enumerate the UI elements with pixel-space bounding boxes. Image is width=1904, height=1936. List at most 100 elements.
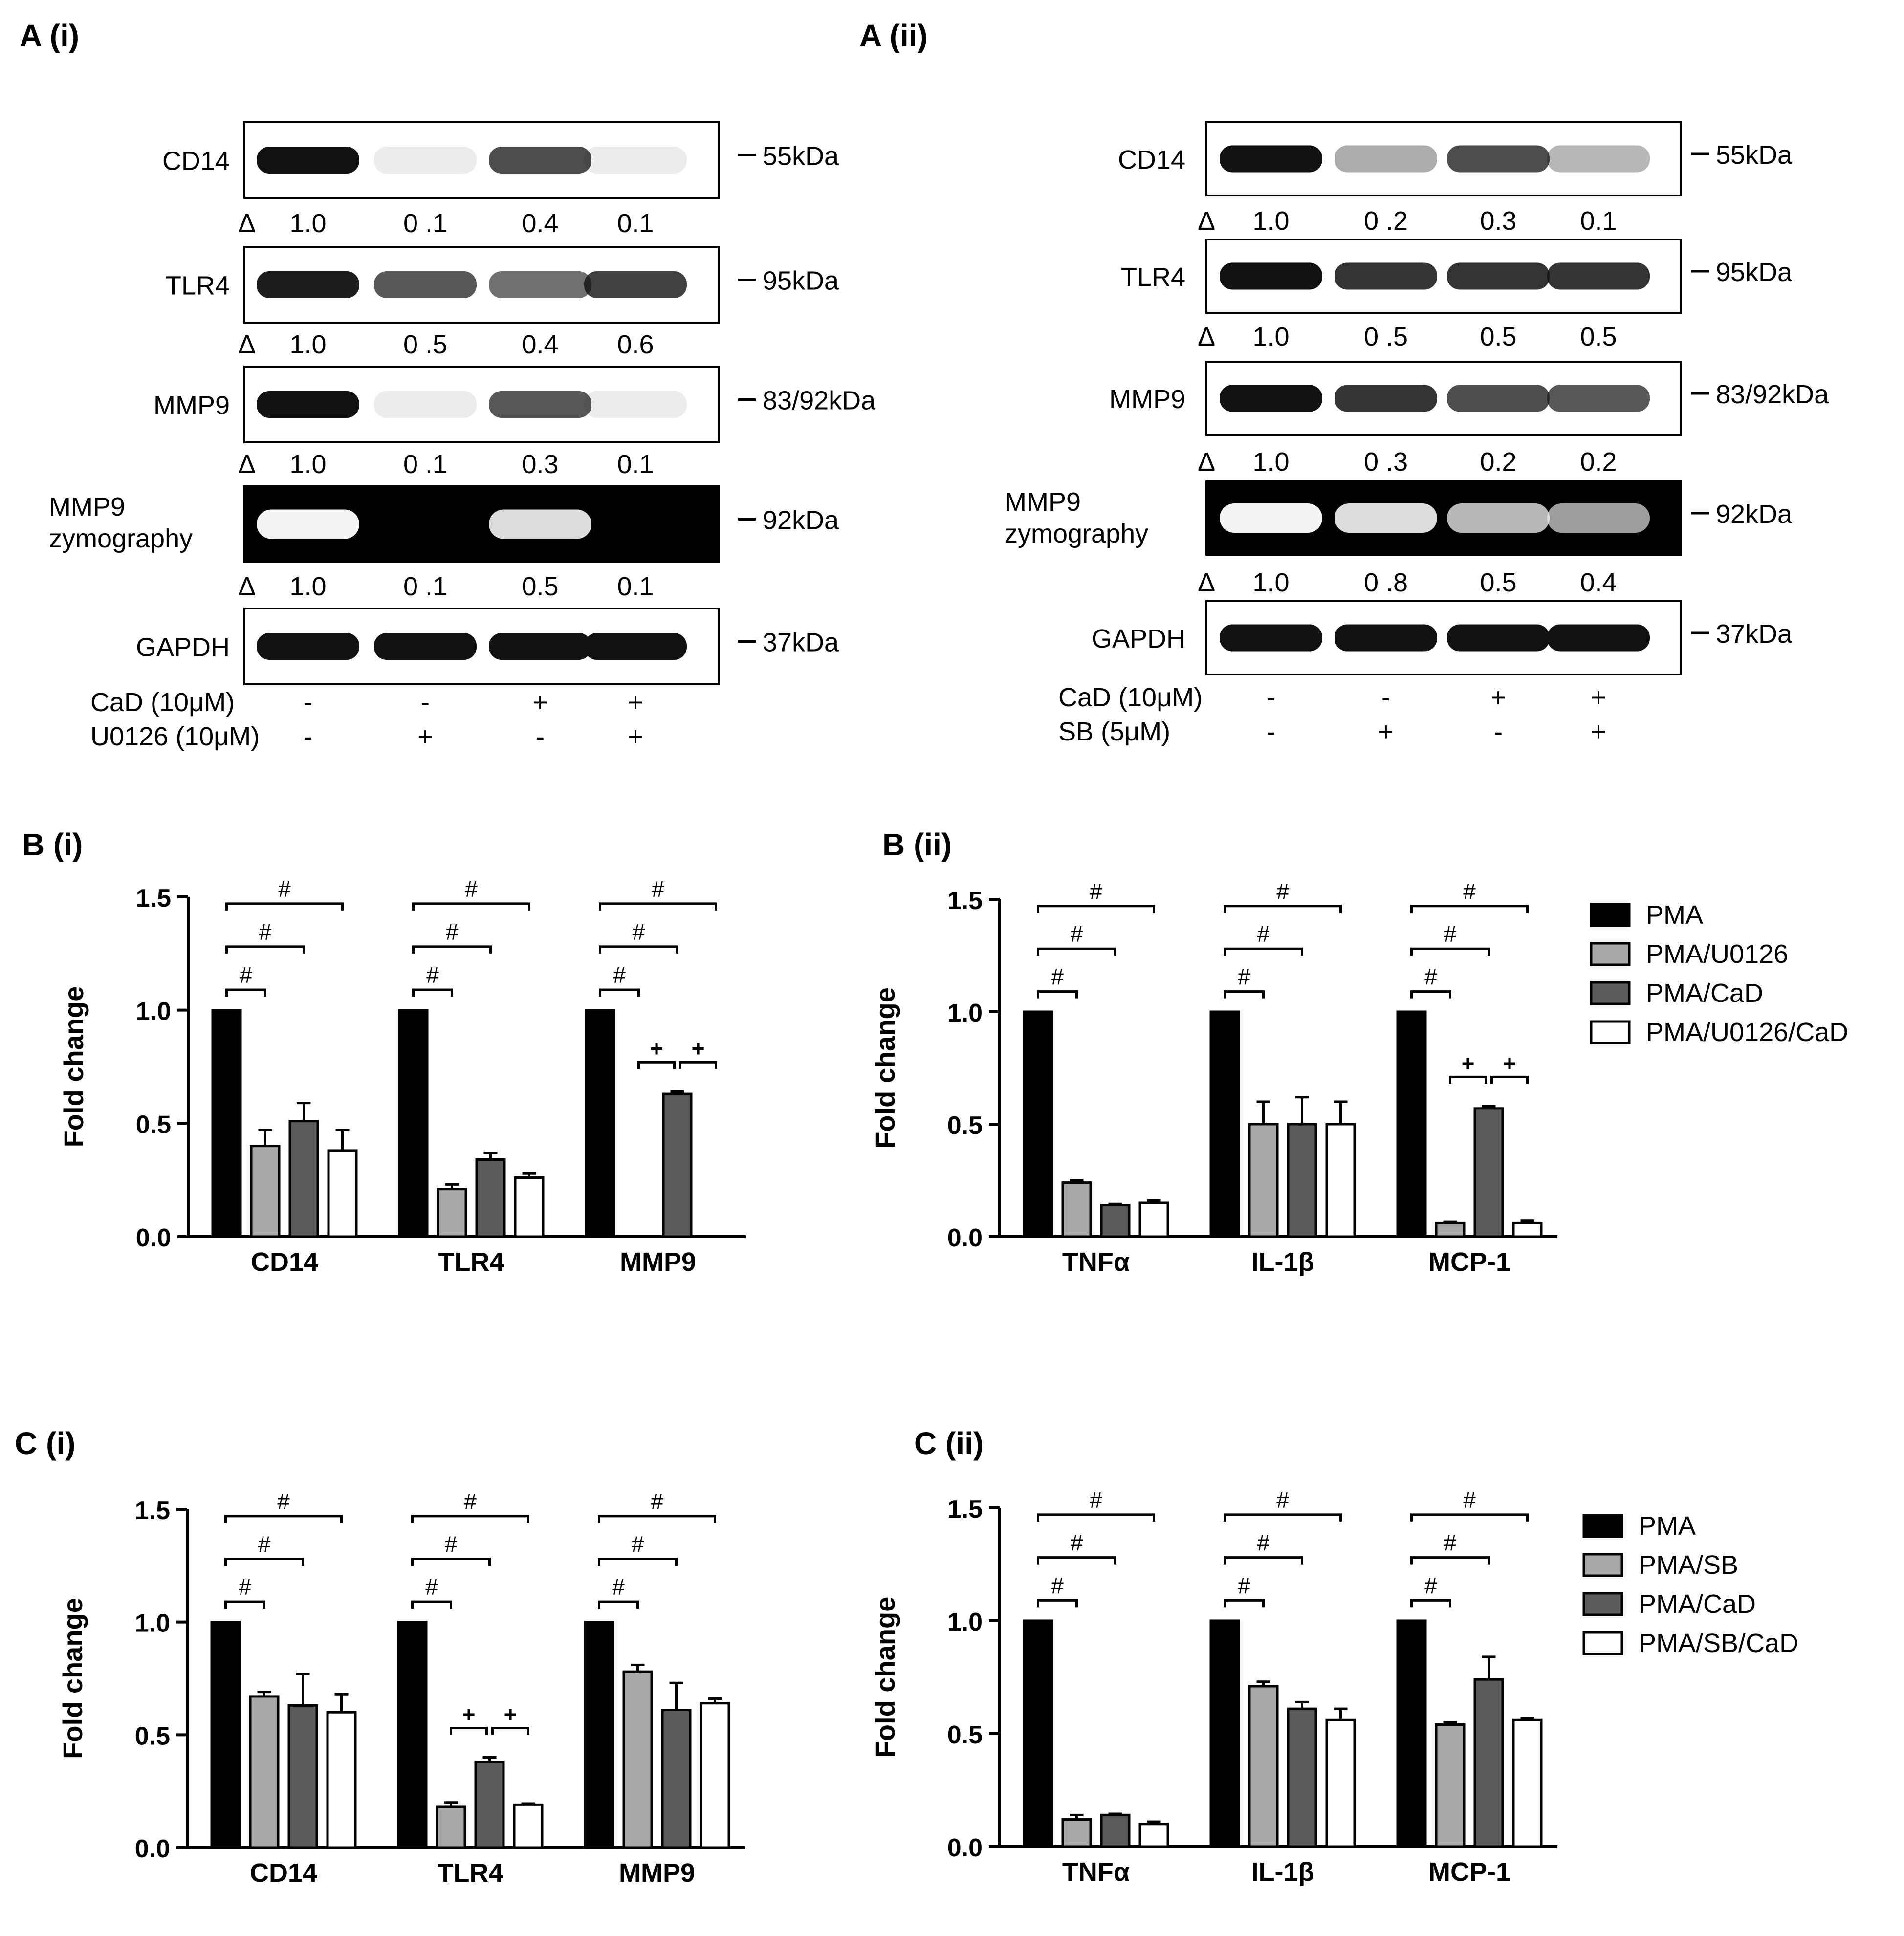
blot-band <box>257 271 359 298</box>
blot-band <box>1547 385 1650 412</box>
bar <box>1473 1107 1504 1238</box>
significance-bracket <box>412 988 453 997</box>
y-tick-label: 1.0 <box>136 998 171 1026</box>
bar <box>1512 1718 1543 1848</box>
significance-bracket <box>491 1726 529 1735</box>
significance-bracket <box>1410 947 1490 956</box>
blot-row-label: GAPDH <box>1092 624 1185 653</box>
significance-hash: # <box>1238 1573 1250 1598</box>
quant-value: 0 .8 <box>1364 568 1408 597</box>
blot-row-label: MMP9 <box>1109 385 1185 414</box>
blot-row: CD14 55kDa Δ 1.0 0 .1 0.4 0.1 <box>162 121 839 238</box>
quant-value: 1.0 <box>289 450 326 479</box>
significance-hash: # <box>652 876 664 902</box>
significance-hash: # <box>259 919 272 945</box>
bar <box>662 1092 693 1238</box>
x-tick-label: MCP-1 <box>1428 1857 1510 1887</box>
quant-value: 0.2 <box>1480 447 1516 477</box>
y-tick-label: 0.0 <box>947 1834 983 1862</box>
significance-hash: # <box>1051 1573 1064 1598</box>
bar <box>661 1709 692 1849</box>
legend-label: PMA/U0126/CaD <box>1646 1018 1848 1047</box>
delta-symbol: Δ <box>238 450 256 479</box>
significance-bracket <box>450 1726 488 1735</box>
blot-row: MMP9 83/92kDa Δ 1.0 0 .1 0.3 0.1 <box>153 366 876 479</box>
y-tick-label: 1.5 <box>947 887 983 915</box>
significance-bracket <box>1410 905 1529 913</box>
significance-plus: + <box>1503 1050 1516 1076</box>
treatment-label: SB (5μM) <box>1058 717 1170 746</box>
blot-row-label: zymography <box>49 524 193 553</box>
quant-value: 0.5 <box>1580 322 1617 351</box>
bar <box>513 1803 544 1849</box>
delta-symbol: Δ <box>1198 322 1215 351</box>
significance-hash: # <box>1463 879 1476 904</box>
bar <box>288 1120 319 1238</box>
y-tick-label: 1.0 <box>947 1608 983 1636</box>
x-tick-label: TLR4 <box>438 1247 504 1277</box>
significance-hash: # <box>612 1574 625 1600</box>
significance-bracket <box>1037 905 1155 913</box>
delta-symbol: Δ <box>1198 568 1215 597</box>
blot-band <box>1335 624 1437 652</box>
y-tick-label: 0.5 <box>947 1721 983 1749</box>
significance-bracket <box>1037 990 1078 999</box>
blot-row: TLR4 95kDa Δ 1.0 0 .5 0.4 0.6 <box>165 246 839 359</box>
bar <box>700 1702 730 1849</box>
bar <box>1396 1619 1427 1848</box>
significance-hash: # <box>1090 879 1102 904</box>
significance-hash: # <box>1051 964 1064 990</box>
significance-hash: # <box>445 1531 458 1557</box>
treatment-sign: + <box>1490 683 1506 712</box>
marker-label: 95kDa <box>763 266 839 296</box>
y-tick-label: 1.5 <box>136 884 171 913</box>
blot-band <box>489 633 591 660</box>
bar <box>326 1711 357 1849</box>
blot-band <box>1547 503 1650 533</box>
quant-value: 1.0 <box>289 209 326 238</box>
significance-bracket <box>1037 1599 1078 1608</box>
significance-hash: # <box>426 962 439 988</box>
significance-hash: # <box>613 962 626 988</box>
legend-swatch <box>1582 1592 1623 1616</box>
blot-band <box>1220 262 1322 290</box>
significance-bracket <box>225 988 266 997</box>
significance-bracket <box>224 1515 343 1523</box>
significance-bracket <box>1037 947 1116 956</box>
blot-band <box>1335 503 1437 533</box>
blot-band <box>374 391 477 418</box>
bar <box>287 1704 318 1849</box>
significance-bracket <box>599 988 640 997</box>
blot-band <box>584 271 687 298</box>
bar <box>1138 1201 1169 1238</box>
significance-bracket <box>1224 947 1303 956</box>
significance-plus: + <box>692 1036 705 1061</box>
blot-band <box>374 633 477 660</box>
treatment-sign: - <box>1494 717 1503 746</box>
x-tick-label: TLR4 <box>438 1858 503 1888</box>
y-axis-label: Fold change <box>870 1597 900 1758</box>
legend-swatch <box>1582 1631 1623 1655</box>
blot-band <box>489 147 591 174</box>
blot-band <box>257 147 359 174</box>
treatment-sign: + <box>1378 717 1394 746</box>
treatment-sign: - <box>1267 717 1275 746</box>
significance-hash: # <box>1090 1487 1102 1513</box>
significance-bracket <box>1490 1075 1529 1084</box>
bar <box>1023 1010 1053 1238</box>
y-tick-label: 1.0 <box>947 999 983 1027</box>
significance-bracket <box>637 1061 676 1069</box>
bar <box>1435 1221 1466 1238</box>
significance-bracket <box>1037 1556 1116 1565</box>
blot-row: GAPDH 37kDa <box>136 608 839 685</box>
quant-value: 0.1 <box>617 450 654 479</box>
bar <box>211 1009 242 1238</box>
significance-hash: # <box>425 1574 438 1600</box>
blot-row: MMP9 83/92kDa Δ 1.0 0 .3 0.2 0.2 <box>1109 361 1829 477</box>
blot-band <box>1447 503 1550 533</box>
bar <box>1209 1619 1240 1848</box>
panel-label: C (ii) <box>914 1426 984 1461</box>
significance-hash: # <box>240 962 252 988</box>
significance-hash: # <box>632 1531 644 1557</box>
